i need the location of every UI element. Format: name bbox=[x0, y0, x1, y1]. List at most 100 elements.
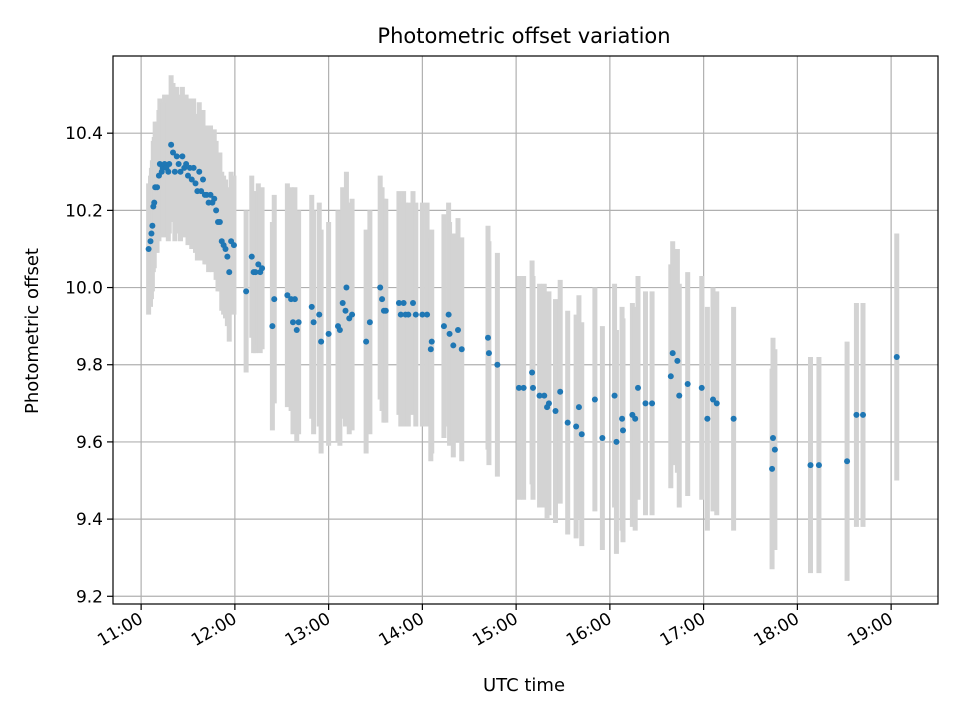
data-point bbox=[255, 261, 262, 268]
data-point bbox=[293, 327, 300, 333]
data-point bbox=[458, 346, 465, 353]
data-point bbox=[173, 153, 180, 160]
data-point bbox=[893, 354, 900, 361]
data-point bbox=[379, 296, 386, 303]
data-point bbox=[222, 245, 229, 252]
data-point bbox=[185, 172, 191, 179]
data-point bbox=[336, 327, 343, 333]
data-point bbox=[149, 222, 156, 229]
data-point bbox=[807, 462, 814, 469]
data-point bbox=[515, 384, 522, 391]
data-point bbox=[440, 323, 447, 330]
data-point bbox=[363, 338, 370, 345]
data-point bbox=[450, 342, 457, 349]
data-point bbox=[676, 392, 683, 399]
data-point bbox=[573, 423, 580, 430]
data-point bbox=[591, 396, 598, 403]
data-point bbox=[310, 319, 317, 326]
data-point bbox=[216, 218, 223, 225]
data-point bbox=[485, 350, 492, 357]
data-point bbox=[366, 319, 373, 326]
data-point bbox=[564, 419, 571, 426]
data-point bbox=[166, 161, 173, 168]
data-point bbox=[815, 462, 822, 469]
data-point bbox=[271, 296, 278, 303]
data-point bbox=[575, 404, 582, 411]
y-tick-label: 9.6 bbox=[76, 433, 103, 453]
data-point bbox=[405, 311, 412, 318]
data-point bbox=[419, 311, 426, 318]
data-point bbox=[769, 465, 776, 472]
data-point bbox=[200, 176, 206, 183]
data-point bbox=[168, 141, 175, 148]
data-point bbox=[325, 330, 332, 337]
data-point bbox=[382, 307, 389, 314]
data-point bbox=[171, 168, 178, 175]
data-point bbox=[455, 327, 461, 333]
y-tick-label: 9.4 bbox=[76, 510, 103, 530]
data-point bbox=[183, 161, 190, 168]
y-tick-label: 10.2 bbox=[65, 201, 103, 221]
plot-frame bbox=[112, 55, 939, 605]
y-axis-title: Photometric offset bbox=[22, 248, 43, 414]
data-point bbox=[377, 284, 384, 291]
data-point bbox=[211, 195, 218, 202]
data-point bbox=[698, 384, 705, 391]
data-point bbox=[536, 392, 543, 399]
data-point bbox=[165, 168, 172, 175]
data-point bbox=[649, 400, 656, 407]
data-point bbox=[427, 346, 434, 353]
data-point bbox=[529, 369, 536, 376]
data-point bbox=[520, 384, 527, 391]
x-axis-title: UTC time bbox=[483, 675, 565, 696]
data-point bbox=[177, 168, 184, 175]
data-point bbox=[190, 164, 197, 171]
data-point bbox=[611, 392, 618, 399]
data-point bbox=[188, 176, 195, 183]
data-point bbox=[342, 307, 349, 314]
data-point bbox=[196, 168, 203, 175]
data-point bbox=[578, 431, 585, 438]
data-point bbox=[170, 149, 176, 156]
y-tick-label: 9.2 bbox=[76, 587, 103, 607]
data-point bbox=[248, 253, 255, 260]
data-point bbox=[710, 396, 716, 403]
data-point bbox=[207, 191, 214, 198]
data-point bbox=[269, 323, 276, 330]
data-point bbox=[316, 311, 323, 318]
data-point bbox=[545, 400, 552, 407]
data-point bbox=[397, 311, 404, 318]
data-point bbox=[198, 188, 205, 195]
data-point bbox=[400, 299, 407, 306]
data-point bbox=[730, 415, 737, 422]
data-point bbox=[151, 199, 158, 206]
data-point bbox=[642, 400, 649, 407]
data-point bbox=[339, 299, 346, 306]
chart-title: Photometric offset variation bbox=[377, 24, 670, 48]
data-point bbox=[318, 338, 325, 345]
data-point bbox=[446, 330, 453, 337]
data-point bbox=[613, 438, 620, 445]
data-point bbox=[530, 384, 536, 391]
data-point bbox=[619, 415, 626, 422]
data-point bbox=[860, 411, 866, 418]
y-tick-label: 9.8 bbox=[76, 356, 103, 376]
data-point bbox=[230, 242, 237, 249]
data-point bbox=[395, 299, 402, 306]
data-point bbox=[291, 296, 298, 303]
data-point bbox=[704, 415, 711, 422]
data-point bbox=[557, 388, 564, 395]
data-point bbox=[445, 311, 452, 318]
data-point bbox=[147, 238, 154, 245]
data-point bbox=[713, 400, 720, 407]
y-tick-label: 10.0 bbox=[65, 279, 103, 299]
data-point bbox=[284, 292, 291, 299]
data-point bbox=[243, 288, 250, 295]
data-point bbox=[632, 415, 639, 422]
data-point bbox=[620, 427, 626, 434]
data-point bbox=[175, 161, 182, 168]
data-point bbox=[349, 311, 356, 318]
data-point bbox=[213, 207, 220, 214]
